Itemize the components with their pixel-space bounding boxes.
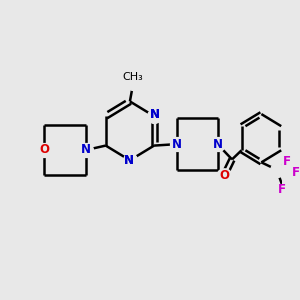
Text: N: N	[124, 154, 134, 167]
Text: N: N	[172, 138, 182, 151]
Text: F: F	[284, 155, 291, 168]
Text: O: O	[219, 169, 229, 182]
Text: F: F	[292, 166, 299, 179]
Text: O: O	[39, 143, 49, 157]
Text: N: N	[150, 109, 160, 122]
Text: N: N	[124, 154, 134, 167]
Text: N: N	[81, 143, 91, 157]
Text: CH₃: CH₃	[123, 72, 144, 82]
Text: F: F	[278, 183, 286, 196]
Text: N: N	[150, 109, 160, 122]
Text: N: N	[212, 138, 223, 151]
